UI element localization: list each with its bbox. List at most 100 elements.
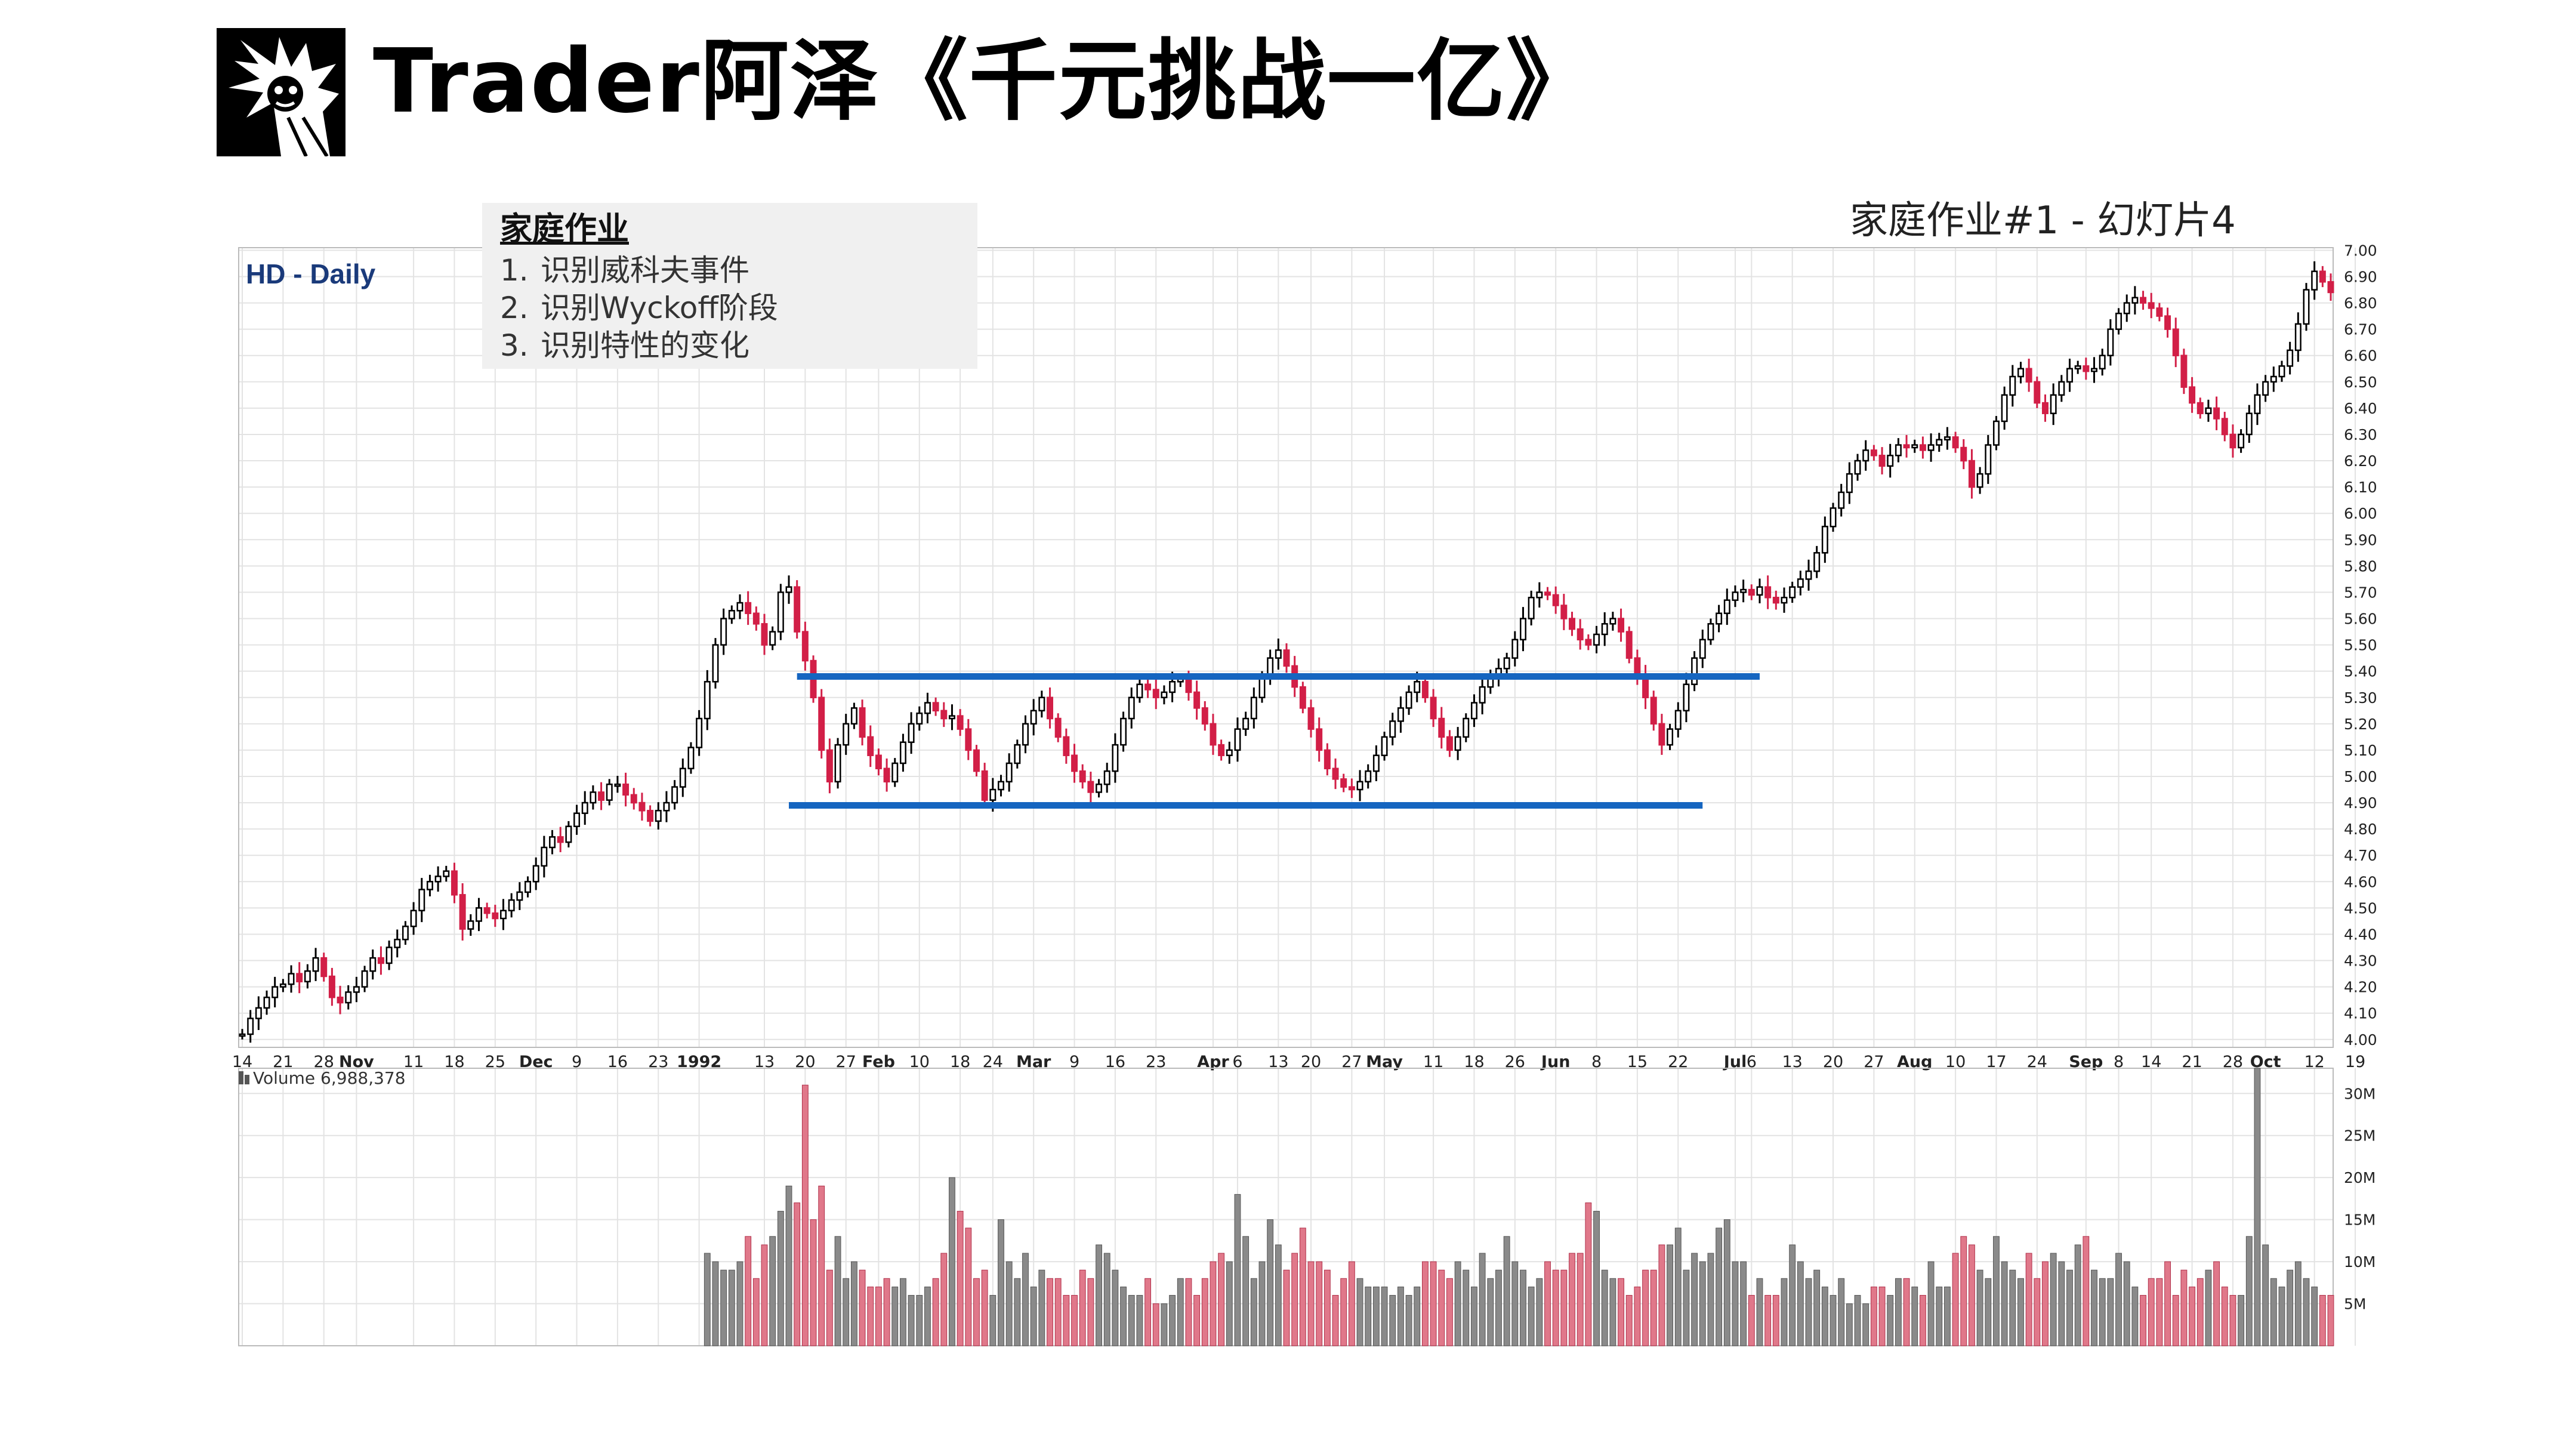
candle <box>1438 707 1445 749</box>
candle <box>1781 587 1788 613</box>
candle-body <box>794 586 801 633</box>
volume-bar <box>1103 1253 1110 1346</box>
candle <box>1511 631 1519 667</box>
candle <box>679 759 686 797</box>
candle-body <box>899 741 906 764</box>
candle-body <box>2229 433 2236 449</box>
candle-body <box>2083 365 2090 372</box>
candle-body <box>1764 586 1772 599</box>
volume-bar <box>1699 1261 1706 1346</box>
candle <box>1234 717 1241 762</box>
candle <box>2074 360 2081 374</box>
candle <box>2270 366 2277 392</box>
candle <box>581 791 588 825</box>
candle <box>385 941 393 970</box>
candle-body <box>973 749 980 772</box>
volume-bar <box>2205 1269 2212 1346</box>
candle <box>1870 445 1877 461</box>
candle <box>965 719 972 760</box>
candle <box>2172 317 2179 368</box>
candle-body <box>525 881 532 893</box>
candle-body <box>859 707 866 738</box>
candle-body <box>1544 591 1551 596</box>
volume-bar <box>1495 1269 1502 1346</box>
volume-bar <box>1821 1286 1828 1346</box>
candle <box>867 725 874 767</box>
candle-body <box>1781 597 1788 604</box>
candle-body <box>1821 525 1828 554</box>
candle <box>981 763 988 809</box>
candle <box>2196 397 2204 419</box>
volume-bar <box>2042 1261 2049 1346</box>
volume-bar <box>1120 1286 1127 1346</box>
candle <box>1740 579 1747 603</box>
candle-body <box>2270 375 2277 383</box>
candle <box>1772 590 1779 610</box>
volume-bar <box>1528 1286 1535 1346</box>
candle <box>2205 399 2212 422</box>
volume-bar <box>1210 1261 1217 1346</box>
volume-bar <box>1569 1253 1575 1346</box>
volume-tick-label: 20M <box>2344 1169 2376 1186</box>
price-panel-frame <box>238 247 2334 1048</box>
candle <box>1112 733 1119 783</box>
candle <box>973 745 980 776</box>
candle <box>1601 612 1608 646</box>
candle-body <box>247 1018 254 1035</box>
candle-body <box>1316 728 1323 751</box>
candle-body <box>1625 631 1633 659</box>
candle-body <box>1479 686 1486 704</box>
candle-body <box>1992 420 2000 446</box>
candle <box>2278 360 2285 382</box>
candle-body <box>1601 623 1608 636</box>
candle-body <box>1096 783 1103 793</box>
candle <box>590 785 597 810</box>
candle <box>402 921 409 945</box>
candle-body <box>720 618 727 646</box>
candle-body <box>2034 381 2041 404</box>
candle <box>1047 687 1054 729</box>
candle-body <box>2311 270 2318 291</box>
candle <box>410 902 417 935</box>
candle <box>1903 434 1910 458</box>
candle-body <box>1658 723 1665 746</box>
date-tick-label: 6 <box>1747 1053 1757 1071</box>
volume-tick-label: 15M <box>2344 1211 2376 1229</box>
candle <box>1389 713 1396 745</box>
candle <box>1609 612 1616 631</box>
price-tick-label: 6.80 <box>2344 295 2377 312</box>
candle-body <box>426 881 433 890</box>
candle-body <box>590 791 597 804</box>
candle <box>557 827 564 852</box>
candle-body <box>361 970 368 988</box>
candle <box>1054 713 1062 742</box>
candle-body <box>891 762 899 783</box>
candle <box>908 712 915 754</box>
candle-body <box>288 973 295 985</box>
volume-bar <box>1144 1278 1151 1346</box>
candle <box>850 702 857 729</box>
volume-bar <box>1862 1303 1869 1346</box>
candle-body <box>948 715 955 720</box>
price-axis: 7.00 6.90 6.80 6.70 6.60 6.50 6.40 6.30 6.20 6.10… <box>2344 242 2377 1048</box>
candle <box>834 738 841 789</box>
volume-bar <box>1242 1236 1250 1346</box>
volume-bar <box>1748 1294 1755 1346</box>
volume-tick-label: 5M <box>2344 1296 2366 1313</box>
candle-body <box>2303 289 2310 325</box>
volume-bar <box>1193 1294 1201 1346</box>
volume-bar <box>1438 1269 1445 1346</box>
volume-bar <box>1634 1286 1641 1346</box>
candle-body <box>500 910 507 920</box>
candle-body <box>1185 678 1192 693</box>
volume-tick-label: 10M <box>2344 1253 2376 1271</box>
candle-body <box>304 970 311 983</box>
candle <box>606 779 613 806</box>
candle-body <box>1356 781 1363 791</box>
candle <box>663 791 670 822</box>
candle-body <box>1389 720 1396 738</box>
volume-bar <box>1772 1294 1779 1346</box>
candle <box>1430 689 1437 727</box>
candle-body <box>1128 696 1135 720</box>
candle <box>1895 438 1902 463</box>
